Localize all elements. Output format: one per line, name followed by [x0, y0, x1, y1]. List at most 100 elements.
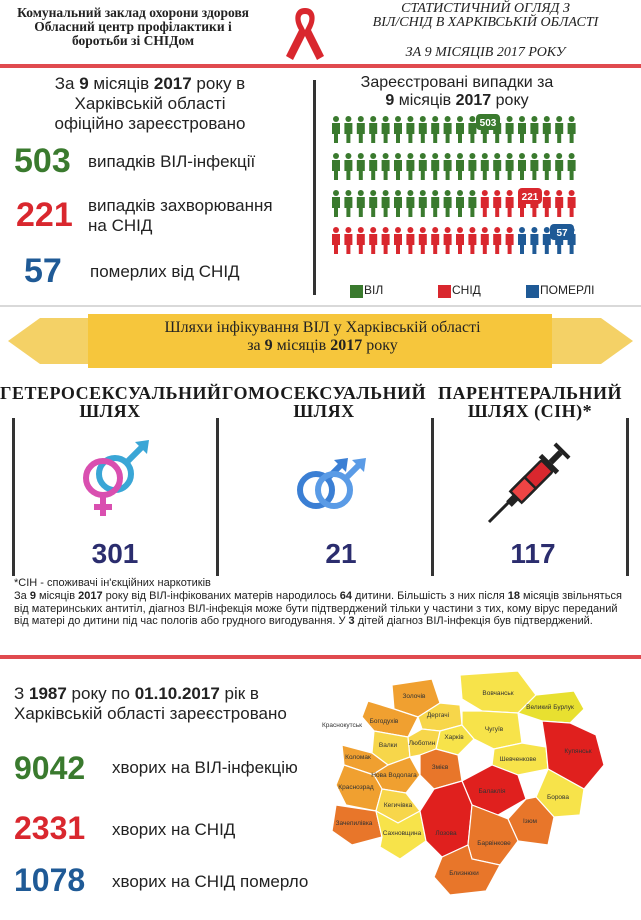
section-separator — [0, 305, 641, 307]
route-divider-4 — [626, 418, 629, 576]
district-label: Богодухів — [370, 717, 399, 725]
district-label: Дергачі — [427, 711, 449, 719]
district-label: Краснокутськ — [322, 722, 362, 729]
person-icon — [332, 227, 340, 254]
person-icon — [567, 153, 576, 180]
route-divider-3 — [431, 418, 434, 576]
district-label: Харків — [444, 733, 464, 741]
district-label: Купянськ — [564, 748, 591, 755]
org-line-3: боротьби зі СНІДом — [71, 33, 195, 48]
district-label: Балаклія — [479, 787, 506, 795]
person-icon — [468, 116, 477, 143]
district-label: Валки — [379, 742, 398, 749]
legend-swatch-deaths — [526, 285, 539, 298]
section-divider — [313, 80, 316, 295]
deaths-label: померлих від СНІД — [90, 262, 240, 281]
legend-swatch-hiv — [350, 285, 363, 298]
chart-title: Зареєстровані випадки за 9 місяців 2017 … — [360, 74, 554, 109]
district-area — [461, 710, 523, 750]
person-icon — [456, 116, 464, 143]
person-icon — [418, 227, 427, 254]
district-area — [331, 804, 383, 846]
header-divider — [0, 64, 641, 68]
district-label: Нова Водолага — [371, 772, 417, 779]
person-icon — [356, 116, 365, 143]
person-icon — [555, 153, 564, 180]
person-icon — [369, 116, 378, 143]
person-icon — [493, 190, 502, 217]
district-label: Коломак — [345, 754, 371, 761]
person-icon — [418, 190, 427, 217]
person-icon — [356, 190, 365, 217]
person-icon — [418, 153, 427, 180]
person-icon — [480, 153, 489, 180]
footnote: *СІН - споживачі ін'єкційних наркотиків — [14, 577, 211, 589]
district-label: Шевченкове — [500, 756, 537, 763]
person-icon — [332, 116, 340, 143]
person-icon — [356, 227, 365, 254]
summary-intro: За 9 місяців 2017 року в Харківській обл… — [54, 74, 246, 133]
person-icon — [542, 116, 551, 143]
person-icon — [468, 153, 477, 180]
district-label: Близнюки — [449, 870, 479, 877]
person-icon — [567, 190, 576, 217]
person-icon — [381, 116, 390, 143]
district-area — [419, 780, 473, 858]
section-divider-red — [0, 655, 641, 659]
children-note: За 9 місяців 2017 року від ВІЛ-інфікован… — [14, 590, 622, 627]
route-value-heterosexual: 301 — [91, 538, 139, 569]
district-label: Краснозрад — [338, 784, 374, 791]
person-icon — [344, 153, 353, 180]
district-label: Лозова — [435, 830, 457, 837]
deaths-count: 57 — [24, 252, 62, 290]
organization-name: Комунальний заклад охорони здоровя Облас… — [8, 6, 258, 48]
person-icon — [443, 116, 452, 143]
person-icon — [518, 153, 526, 180]
person-icon — [456, 153, 464, 180]
person-icon — [344, 227, 353, 254]
legend-label-aids: СНІД — [452, 283, 481, 297]
route-divider-2 — [216, 418, 219, 576]
district-label: Золочів — [402, 692, 426, 700]
person-icon — [394, 190, 402, 217]
district-area — [541, 720, 605, 790]
person-icon — [431, 190, 440, 217]
district-label: Зачепилівка — [336, 819, 373, 827]
person-icon — [567, 116, 576, 143]
person-icon — [381, 153, 390, 180]
aids-count: 221 — [16, 196, 73, 234]
person-icon — [456, 190, 464, 217]
district-area — [322, 716, 375, 742]
district-label: Кегичівка — [384, 801, 413, 809]
homosexual-symbol-icon — [297, 458, 366, 509]
cumulative-aids-count: 2331 — [14, 810, 86, 846]
district-area — [375, 809, 427, 860]
person-icon — [480, 190, 489, 217]
legend-label-hiv: ВІЛ — [364, 283, 384, 297]
person-icon — [542, 153, 551, 180]
svg-text:503: 503 — [480, 118, 497, 129]
person-icon — [443, 227, 452, 254]
person-icon — [394, 153, 402, 180]
org-line-1: Комунальний заклад охорони здоровя — [17, 5, 249, 20]
person-icon — [493, 227, 502, 254]
person-icon — [443, 190, 452, 217]
person-icon — [542, 227, 551, 254]
route-title-heterosexual: ГЕТЕРОСЕКСУАЛЬНИЙ ШЛЯХ — [0, 383, 222, 421]
count-badge: 503 — [476, 114, 500, 130]
person-icon — [406, 153, 415, 180]
legend-swatch-aids — [438, 285, 451, 298]
district-label: Ізюм — [523, 818, 538, 825]
kharkiv-region-map: Золочів Богодухів Дергачі Вовчанськ Великий … — [322, 670, 605, 896]
person-icon — [344, 116, 353, 143]
person-icon — [406, 227, 415, 254]
person-icon — [505, 153, 514, 180]
title-date: ЗА 9 МІСЯЦІВ 2017 РОКУ — [405, 45, 566, 60]
district-label: Змієв — [432, 763, 449, 771]
person-icon — [555, 190, 564, 217]
person-icon — [431, 153, 440, 180]
person-icon — [369, 153, 378, 180]
count-badge: 221 — [518, 188, 542, 204]
person-icon — [518, 227, 526, 254]
person-icon — [418, 116, 427, 143]
